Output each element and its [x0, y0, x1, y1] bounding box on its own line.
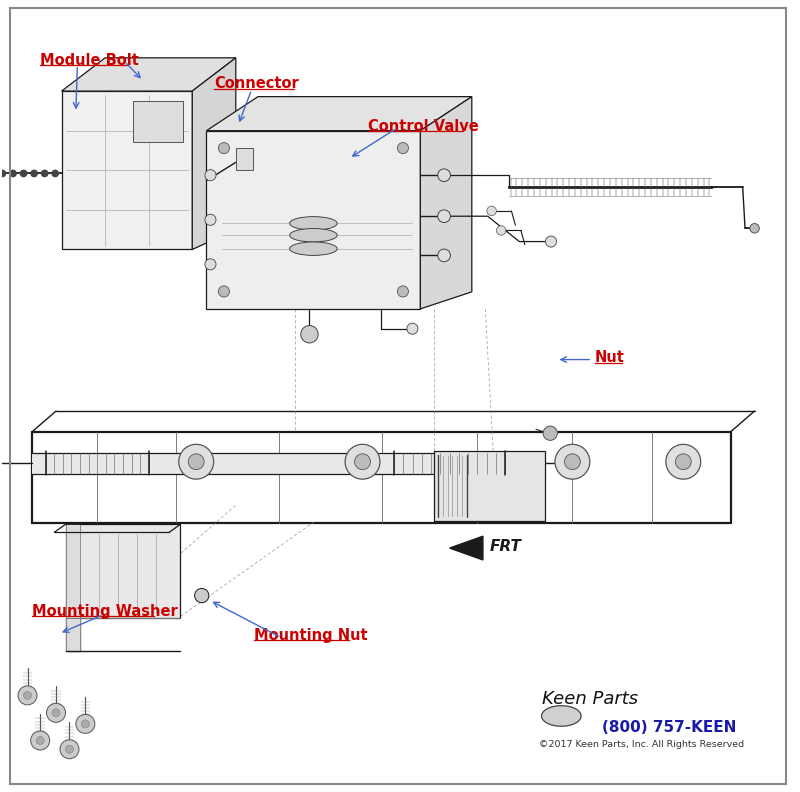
Text: ©2017 Keen Parts, Inc. All Rights Reserved: ©2017 Keen Parts, Inc. All Rights Reserv…: [539, 740, 744, 749]
Circle shape: [218, 286, 230, 297]
Polygon shape: [66, 524, 180, 651]
Circle shape: [555, 444, 590, 479]
Circle shape: [565, 454, 580, 470]
Circle shape: [23, 691, 31, 699]
Circle shape: [30, 731, 50, 750]
Circle shape: [487, 206, 496, 215]
Circle shape: [218, 143, 230, 154]
Circle shape: [76, 714, 95, 733]
Circle shape: [301, 326, 318, 343]
Circle shape: [543, 426, 558, 440]
Circle shape: [18, 686, 37, 705]
Circle shape: [31, 170, 38, 177]
Circle shape: [398, 143, 409, 154]
Circle shape: [398, 286, 409, 297]
Circle shape: [46, 703, 66, 722]
Circle shape: [675, 454, 691, 470]
Circle shape: [82, 720, 90, 728]
Polygon shape: [32, 453, 545, 474]
Circle shape: [42, 170, 48, 177]
Circle shape: [66, 745, 74, 753]
Polygon shape: [62, 58, 236, 91]
Circle shape: [36, 737, 44, 744]
Circle shape: [345, 444, 380, 479]
Text: Keen Parts: Keen Parts: [542, 690, 638, 707]
Circle shape: [205, 169, 216, 181]
Polygon shape: [206, 97, 472, 131]
Circle shape: [546, 236, 557, 247]
Text: Connector: Connector: [214, 77, 299, 91]
Text: (800) 757-KEEN: (800) 757-KEEN: [602, 720, 737, 734]
Circle shape: [52, 709, 60, 717]
Circle shape: [438, 169, 450, 181]
Text: Module Bolt: Module Bolt: [40, 53, 139, 67]
Circle shape: [438, 249, 450, 261]
Circle shape: [205, 259, 216, 270]
Circle shape: [60, 740, 79, 759]
Text: Control Valve: Control Valve: [368, 120, 479, 134]
Text: Mounting Washer: Mounting Washer: [32, 604, 178, 619]
Circle shape: [354, 454, 370, 470]
Circle shape: [205, 215, 216, 225]
Circle shape: [10, 170, 16, 177]
Circle shape: [52, 170, 58, 177]
Bar: [134, 101, 183, 142]
Text: Mounting Nut: Mounting Nut: [254, 628, 368, 642]
Circle shape: [194, 588, 209, 603]
Polygon shape: [434, 451, 545, 521]
Circle shape: [188, 454, 204, 470]
Polygon shape: [450, 536, 483, 560]
Text: FRT: FRT: [490, 539, 521, 554]
Polygon shape: [66, 524, 80, 651]
Bar: [236, 148, 254, 170]
Circle shape: [438, 210, 450, 223]
Polygon shape: [62, 91, 192, 249]
Circle shape: [20, 170, 26, 177]
Ellipse shape: [290, 229, 337, 242]
Circle shape: [666, 444, 701, 479]
Circle shape: [750, 223, 759, 233]
Text: Nut: Nut: [594, 351, 625, 365]
Circle shape: [178, 444, 214, 479]
Ellipse shape: [290, 217, 337, 230]
Circle shape: [0, 170, 6, 177]
Ellipse shape: [542, 706, 581, 726]
Ellipse shape: [290, 242, 337, 255]
Circle shape: [407, 323, 418, 334]
Polygon shape: [420, 97, 472, 309]
Polygon shape: [206, 131, 420, 309]
Circle shape: [496, 226, 506, 235]
Polygon shape: [192, 58, 236, 249]
